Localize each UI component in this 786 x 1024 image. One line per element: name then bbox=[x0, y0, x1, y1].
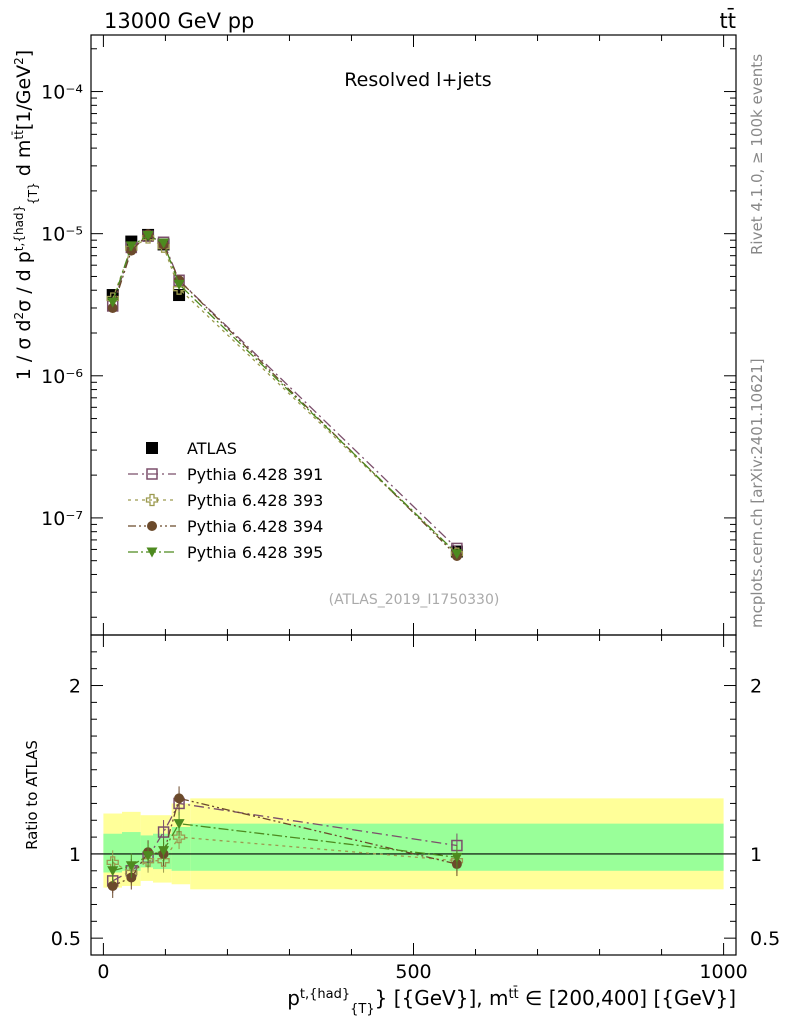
ratio-point-pythia-6-428-394 bbox=[174, 793, 185, 804]
energy-label: 13000 GeV pp bbox=[104, 9, 254, 33]
ratio-line-pythia-6-428-393 bbox=[112, 836, 457, 874]
data-point-pythia-6-428-395 bbox=[142, 231, 154, 242]
legend-marker-pythia-6-428-395 bbox=[146, 547, 158, 558]
ratio-panel-frame bbox=[90, 634, 737, 956]
ratio-point-pythia-6-428-393 bbox=[172, 830, 186, 844]
ratio-point-pythia-6-428-391 bbox=[157, 826, 170, 838]
plot-title: Resolved l+jets bbox=[344, 69, 491, 91]
process-label: tt̄ bbox=[720, 8, 736, 33]
ratio-point-pythia-6-428-394 bbox=[107, 880, 118, 891]
data-point-pythia-6-428-395 bbox=[125, 241, 137, 252]
ratio-point-pythia-6-428-395 bbox=[125, 861, 137, 872]
y-tick-label: 10⁻⁵ bbox=[41, 224, 83, 246]
x-tick-label: 500 bbox=[395, 961, 431, 983]
legend: ATLAS Pythia 6.428 391 Pythia 6.428 393 Pyt… bbox=[128, 439, 323, 562]
ratio-y-tick-label-right: 1 bbox=[750, 844, 762, 866]
ratio-point-pythia-6-428-395 bbox=[107, 866, 119, 877]
legend-marker-atlas bbox=[146, 442, 158, 454]
series-line-pythia-6-428-395 bbox=[112, 234, 458, 555]
ratio-y-tick-label: 2 bbox=[69, 676, 81, 698]
data-point-pythia-6-428-395 bbox=[173, 279, 185, 290]
legend-label-pythia-6-428-395: Pythia 6.428 395 bbox=[187, 543, 323, 562]
series-line-pythia-6-428-394 bbox=[112, 233, 458, 557]
series-line-pythia-6-428-391 bbox=[112, 235, 458, 549]
data-point-pythia-6-428-395 bbox=[158, 238, 170, 249]
legend-marker-pythia-6-428-391 bbox=[146, 468, 158, 480]
ratio-y-axis-label: Ratio to ATLAS bbox=[23, 740, 41, 850]
axis-ticks: 0 500 1000 10⁻⁷ 10⁻⁶ 10⁻⁵ 10⁻⁴ 0.5 0.5 1 1 2 2 bbox=[41, 35, 780, 983]
legend-label-pythia-6-428-393: Pythia 6.428 393 bbox=[187, 491, 323, 510]
mcplots-label: mcplots.cern.ch [arXiv:2401.10621] bbox=[748, 358, 766, 628]
legend-marker-pythia-6-428-393 bbox=[145, 493, 159, 507]
legend-label-pythia-6-428-394: Pythia 6.428 394 bbox=[187, 517, 323, 536]
rivet-label: Rivet 4.1.0, ≥ 100k events bbox=[748, 54, 766, 255]
data-point-pythia-6-428-393 bbox=[172, 282, 186, 295]
legend-label-atlas: ATLAS bbox=[187, 439, 237, 458]
y-tick-label: 10⁻⁶ bbox=[41, 366, 83, 388]
ratio-bands bbox=[91, 798, 736, 890]
ratio-point-pythia-6-428-395 bbox=[173, 819, 185, 830]
ratio-series bbox=[106, 786, 464, 898]
ratio-line-pythia-6-428-395 bbox=[112, 822, 457, 872]
uncertainty-band-inner bbox=[122, 832, 141, 871]
ratio-y-tick-label-right: 0.5 bbox=[750, 928, 780, 950]
legend-label-pythia-6-428-391: Pythia 6.428 391 bbox=[187, 465, 323, 484]
series-line-pythia-6-428-393 bbox=[112, 236, 458, 555]
y-axis-label: 1 / σ d2σ / d pt,{had}{T} d mtt̄[1/GeV2] bbox=[12, 50, 40, 380]
ratio-point-pythia-6-428-395 bbox=[451, 852, 463, 863]
x-axis-label: pt,{had}{T}} [{GeV}], mtt̄ ∈ [200,400] [… bbox=[287, 986, 736, 1017]
main-series bbox=[106, 228, 464, 561]
data-point-pythia-6-428-395 bbox=[107, 297, 119, 308]
analysis-label: (ATLAS_2019_I1750330) bbox=[329, 592, 500, 608]
ratio-point-pythia-6-428-395 bbox=[142, 851, 154, 862]
y-tick-label: 10⁻⁷ bbox=[41, 508, 83, 530]
ratio-point-pythia-6-428-393 bbox=[157, 854, 170, 867]
data-point-pythia-6-428-395 bbox=[451, 549, 463, 560]
ratio-point-pythia-6-428-395 bbox=[158, 846, 170, 857]
x-tick-label: 0 bbox=[97, 961, 109, 983]
ratio-y-tick-label: 1 bbox=[69, 844, 81, 866]
data-point-pythia-6-428-394 bbox=[107, 302, 118, 313]
legend-marker-pythia-6-428-394 bbox=[147, 521, 157, 531]
y-tick-label: 10⁻⁴ bbox=[41, 82, 83, 104]
ratio-y-tick-label-right: 2 bbox=[750, 676, 762, 698]
x-tick-label: 1000 bbox=[699, 961, 747, 983]
ratio-y-tick-label: 0.5 bbox=[51, 928, 81, 950]
